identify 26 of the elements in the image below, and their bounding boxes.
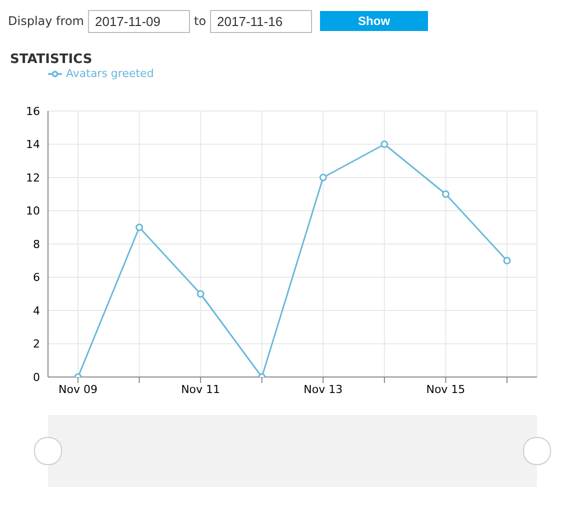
x-tick-label: Nov 15 [426, 382, 466, 396]
x-tick-label: Nov 11 [181, 382, 220, 396]
point [136, 224, 144, 232]
date-field: 2017-11-09 [88, 10, 190, 32]
legend-label: Avatars greeted [66, 67, 154, 80]
text: Display from [8, 14, 84, 28]
chart-title: STATISTICS [10, 52, 94, 67]
y-tick-label: 0 [33, 370, 40, 384]
point [503, 256, 511, 264]
y-tick-label: 4 [33, 304, 40, 318]
point [196, 290, 204, 298]
y-tick-label: 10 [26, 204, 40, 218]
x-tick-label: Nov 09 [58, 382, 98, 396]
show-button: Show [320, 11, 428, 31]
text: to [194, 14, 206, 28]
date-field: 2017-11-16 [210, 10, 312, 32]
y-tick-label: 14 [26, 138, 40, 152]
y-tick-label: 12 [26, 171, 40, 184]
y-tick-label: 6 [33, 271, 40, 284]
y-tick-label: 16 [26, 104, 40, 118]
y-tick-label: 2 [33, 338, 40, 351]
point [380, 140, 388, 148]
point [319, 174, 327, 182]
x-tick-label: Nov 13 [304, 382, 343, 396]
point [442, 190, 450, 198]
y-tick-label: 8 [33, 238, 40, 251]
